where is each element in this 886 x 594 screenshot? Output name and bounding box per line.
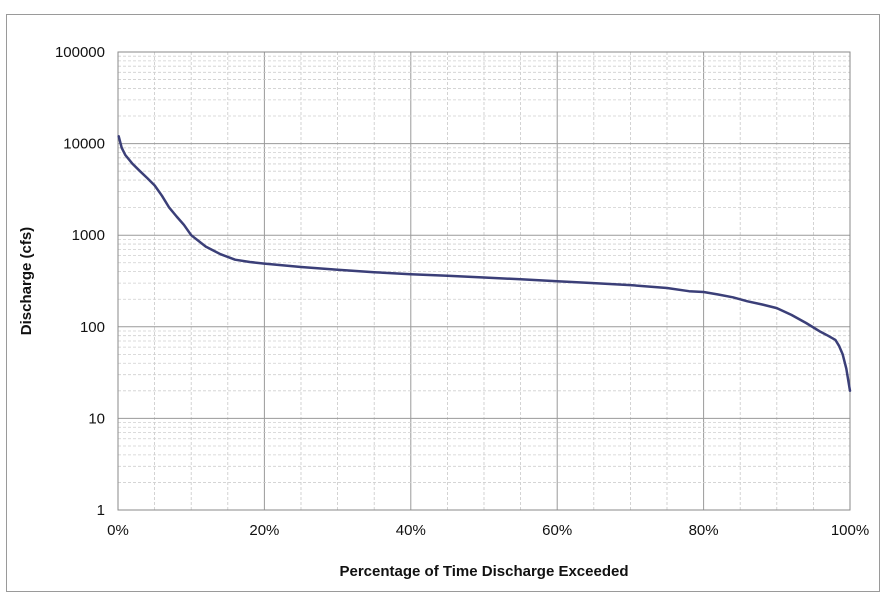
x-axis-tick-labels: 0% 20% 40% 60% 80% 100% bbox=[107, 522, 869, 539]
plot-area-border bbox=[117, 51, 851, 511]
x-tick-label: 40% bbox=[396, 522, 426, 539]
y-tick-label: 100 bbox=[80, 319, 105, 336]
y-axis-tick-labels: 1 10 100 1000 10000 100000 bbox=[55, 44, 105, 519]
chart-frame: 1 10 100 1000 10000 100000 0% 20% 40% 60% 80% 100%… bbox=[6, 14, 880, 592]
y-axis-title: Discharge (cfs) bbox=[18, 227, 35, 335]
series-layer bbox=[117, 135, 852, 393]
x-tick-label: 0% bbox=[107, 522, 129, 539]
x-tick-label: 80% bbox=[689, 522, 719, 539]
x-tick-label: 100% bbox=[831, 522, 869, 539]
x-tick-label: 60% bbox=[542, 522, 572, 539]
y-tick-label: 1 bbox=[97, 502, 105, 519]
y-tick-label: 1000 bbox=[72, 227, 105, 244]
discharge-chart: 1 10 100 1000 10000 100000 0% 20% 40% 60% 80% 100%… bbox=[18, 44, 869, 580]
x-axis-title: Percentage of Time Discharge Exceeded bbox=[339, 563, 628, 580]
y-tick-label: 10 bbox=[88, 410, 105, 427]
y-tick-label: 100000 bbox=[55, 44, 105, 61]
grid-layer bbox=[117, 52, 851, 511]
discharge-series-line bbox=[117, 135, 852, 393]
x-tick-label: 20% bbox=[249, 522, 279, 539]
y-tick-label: 10000 bbox=[63, 136, 105, 153]
